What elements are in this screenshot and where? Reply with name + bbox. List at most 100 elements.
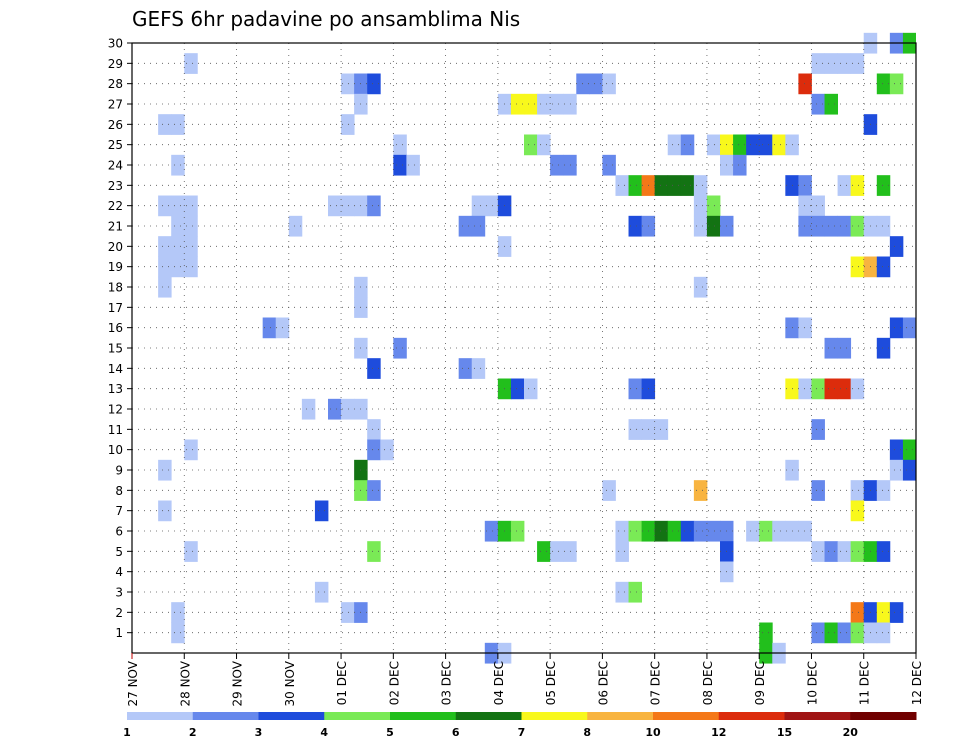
legend-swatch [521, 712, 588, 720]
heatmap-cell [524, 134, 538, 156]
heatmap-cell [850, 602, 865, 623]
heatmap-cell [367, 480, 381, 501]
heatmap-cell [589, 73, 603, 95]
heatmap-cell [902, 439, 916, 461]
x-tick-label: 05 DEC [544, 661, 558, 705]
x-tick-label: 09 DEC [753, 661, 767, 705]
heatmap-cell [471, 195, 486, 217]
y-tick-label: 18 [108, 281, 123, 295]
heatmap-cell [458, 358, 473, 379]
heatmap-cell [798, 195, 812, 217]
heatmap-cell [380, 439, 394, 461]
heatmap-cell [262, 317, 277, 339]
heatmap-cell [602, 480, 616, 501]
heatmap-cell [850, 378, 865, 400]
heatmap-cell [158, 459, 172, 481]
heatmap-cell [811, 622, 825, 644]
x-tick-label: 12 DEC [910, 661, 924, 705]
heatmap-cell [733, 134, 747, 156]
heatmap-cell [471, 358, 486, 379]
heatmap-cell [706, 134, 721, 156]
heatmap-cell [811, 53, 825, 74]
x-tick-label: 30 NOV [283, 660, 297, 706]
y-tick-label: 22 [108, 199, 123, 213]
x-tick-label: 11 DEC [858, 661, 872, 705]
heatmap-cell [798, 215, 812, 237]
y-tick-label: 5 [115, 545, 123, 559]
heatmap-cell [837, 622, 852, 644]
x-tick-label: 03 DEC [440, 661, 454, 705]
heatmap-cell [628, 215, 642, 237]
heatmap-cell [602, 73, 616, 95]
heatmap-cell [902, 317, 916, 339]
heatmap-cell [811, 195, 825, 217]
heatmap-cell [171, 195, 185, 217]
heatmap-cell [798, 520, 812, 542]
heatmap-cell [301, 398, 316, 420]
heatmap-cell [811, 541, 825, 562]
heatmap-cell [680, 520, 695, 542]
heatmap-cell [158, 276, 172, 298]
x-tick-label: 28 NOV [178, 660, 192, 706]
heatmap-cell [171, 622, 185, 644]
heatmap-cell [654, 419, 669, 440]
heatmap-cell [341, 114, 355, 135]
heatmap-cell [524, 378, 538, 400]
legend-label: 8 [583, 726, 591, 739]
heatmap-cell [184, 236, 198, 257]
heatmap-cell [876, 175, 891, 196]
heatmap-cell [824, 93, 838, 115]
heatmap-cell [876, 622, 891, 644]
heatmap-cell [667, 134, 682, 156]
heatmap-cell [824, 541, 838, 562]
heatmap-cell [824, 337, 838, 359]
heatmap-cell [889, 439, 904, 461]
heatmap-cell [889, 73, 904, 95]
legend-label: 1 [123, 726, 131, 739]
heatmap-cell [693, 175, 708, 196]
legend-swatch [192, 712, 259, 720]
y-tick-label: 23 [108, 179, 123, 193]
heatmap-cell [876, 602, 891, 623]
heatmap-cell [367, 358, 381, 379]
heatmap-cell [876, 480, 891, 501]
heatmap-cell [367, 541, 381, 562]
heatmap-cell [184, 195, 198, 217]
heatmap-cell [341, 73, 355, 95]
heatmap-cell [550, 93, 564, 115]
heatmap-cell [510, 93, 525, 115]
x-tick-label: 08 DEC [701, 661, 715, 705]
heatmap-cell [314, 500, 329, 522]
y-tick-label: 12 [108, 403, 123, 417]
heatmap-cell [341, 195, 355, 217]
y-tick-label: 17 [108, 301, 123, 315]
heatmap-cell [876, 73, 891, 95]
heatmap-cell [484, 195, 499, 217]
x-axis: 27 NOV 28 NOV 29 NOV 30 NOV 01 DEC 02 DEC 03 D… [126, 653, 924, 707]
legend-label: 4 [320, 726, 328, 739]
heatmap-cell [706, 215, 721, 237]
heatmap-cell [693, 215, 708, 237]
y-tick-label: 1 [115, 626, 123, 640]
heatmap-cell [615, 520, 629, 542]
heatmap-cell [628, 520, 642, 542]
heatmap-cell [537, 134, 551, 156]
heatmap-cell [628, 175, 642, 196]
y-tick-label: 13 [108, 382, 123, 396]
heatmap-cell [680, 134, 695, 156]
heatmap-cell [288, 215, 303, 237]
x-tick-label: 10 DEC [805, 661, 819, 705]
heatmap-cell [693, 276, 708, 298]
heatmap-cell [693, 480, 708, 501]
heatmap-cell [654, 175, 669, 196]
heatmap-cell [680, 175, 695, 196]
heatmap-cell [824, 53, 838, 74]
heatmap-cell [576, 73, 590, 95]
x-tick-label: 04 DEC [492, 661, 506, 705]
legend-label: 12 [711, 726, 726, 739]
legend-label: 3 [255, 726, 263, 739]
x-tick-label: 29 NOV [231, 660, 245, 706]
heatmap-cell [693, 195, 708, 217]
x-tick-label: 06 DEC [596, 661, 610, 705]
heatmap-cell [798, 175, 812, 196]
